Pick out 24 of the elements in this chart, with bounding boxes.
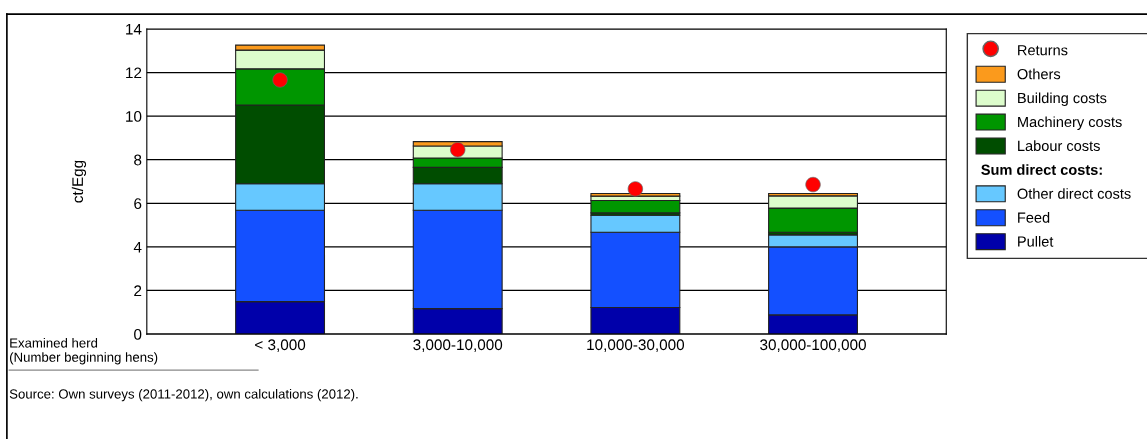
- legend-label: Feed: [1018, 212, 1050, 223]
- x-tick-label: 30,000-100,000: [760, 339, 866, 352]
- legend-label: Other direct costs: [1017, 188, 1131, 199]
- y-tick-label: 12: [126, 67, 142, 79]
- source-note: Source: Own surveys (2011-2012), own calculations (2012).: [9, 388, 358, 402]
- y-tick-label: 2: [134, 285, 142, 297]
- legend-label: Others: [1017, 68, 1061, 80]
- legend-label: Pullet: [1018, 235, 1054, 247]
- legend-label: Labour costs: [1018, 140, 1100, 152]
- x-tick-label: 10,000-30,000: [587, 339, 685, 352]
- x-tick-label: < 3,000: [255, 339, 306, 352]
- x-tick-label: 3,000-10,000: [413, 339, 503, 352]
- y-tick-label: 8: [134, 154, 142, 166]
- text: Sum direct costs:: [981, 164, 1102, 175]
- legend-label: Building costs: [1018, 92, 1107, 107]
- y-tick-label: 6: [134, 198, 142, 210]
- y-tick-label: 4: [133, 241, 142, 253]
- y-tick-label: 10: [126, 111, 142, 122]
- point: [627, 181, 644, 197]
- legend-label: Machinery costs: [1018, 116, 1122, 130]
- y-tick-label: 14: [126, 24, 142, 35]
- y-axis-title: ct/Egg: [71, 160, 87, 203]
- bar: [590, 199, 681, 214]
- legend-label: Returns: [1018, 45, 1068, 56]
